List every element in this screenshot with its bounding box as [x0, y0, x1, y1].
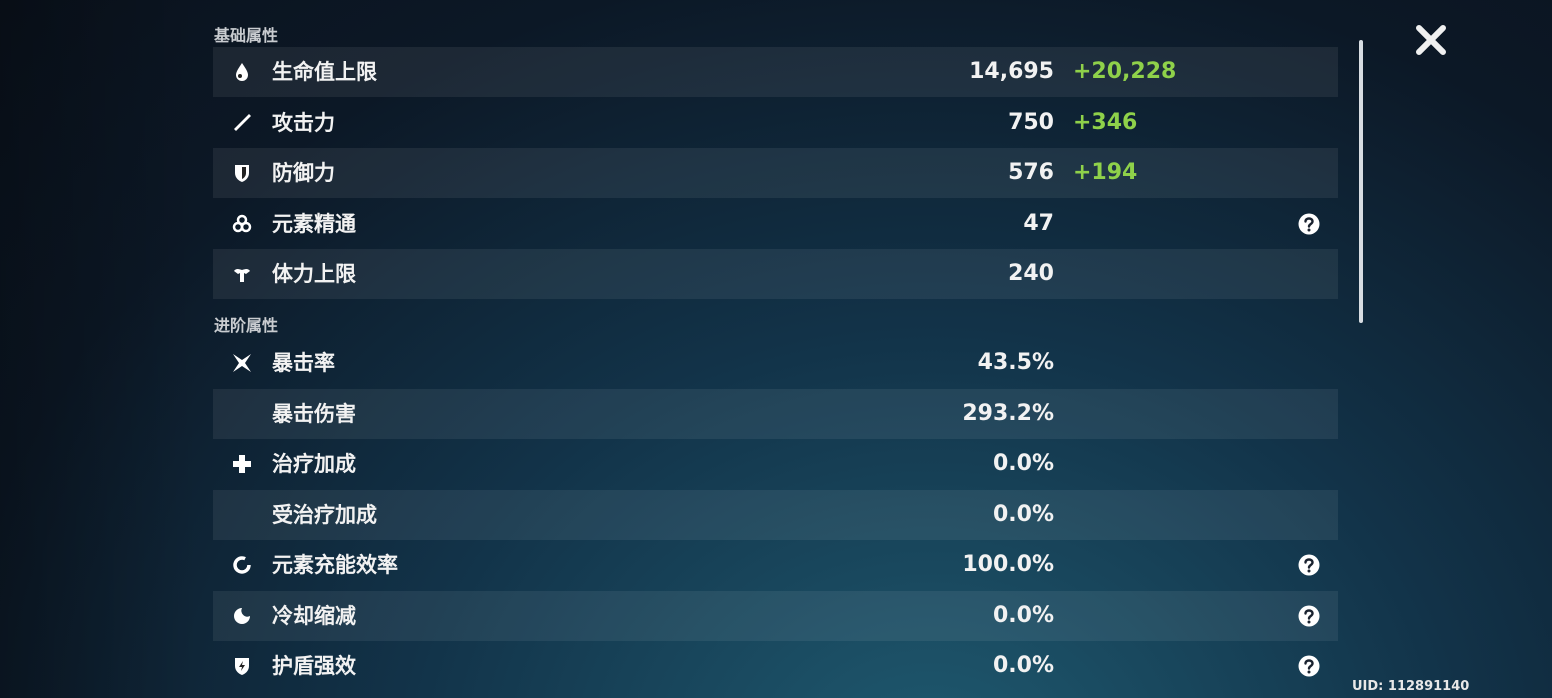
stat-icon [235, 658, 249, 675]
stat-row: 护盾强效 0.0% [213, 641, 1338, 691]
stat-value: 14,695 [969, 59, 1054, 84]
stat-label: 暴击伤害 [272, 401, 356, 426]
stat-row: 暴击伤害 293.2% [213, 388, 1338, 439]
help-icon[interactable] [1298, 213, 1320, 235]
stat-row: 防御力 576 +194 [213, 148, 1338, 198]
section-title: 进阶属性 [214, 316, 279, 335]
stat-value: 576 [1008, 160, 1054, 185]
stat-bonus: +194 [1073, 160, 1138, 185]
stat-row: 攻击力 750 +346 [213, 98, 1338, 148]
stat-icon [234, 607, 250, 624]
stat-bonus: +346 [1073, 109, 1138, 135]
scrollbar[interactable] [1359, 40, 1363, 323]
stat-value: 240 [1008, 261, 1054, 286]
stat-icon [233, 354, 251, 372]
stat-value: 43.5% [977, 350, 1054, 375]
stat-row: 体力上限 240 [213, 249, 1338, 299]
help-icon[interactable] [1298, 554, 1320, 576]
stat-label: 受治疗加成 [272, 502, 377, 527]
stat-label: 治疗加成 [272, 452, 356, 476]
stat-icon [233, 556, 251, 574]
stat-label: 护盾强效 [272, 654, 356, 678]
stat-label: 元素充能效率 [272, 553, 398, 577]
stat-row: 治疗加成 0.0% [213, 439, 1338, 489]
stat-icon [236, 63, 248, 81]
stat-value: 0.0% [992, 653, 1054, 678]
section-title: 基础属性 [214, 26, 279, 45]
stat-value: 47 [1023, 210, 1054, 236]
stat-row: 生命值上限 14,695 +20,228 [213, 47, 1338, 97]
stat-label: 体力上限 [272, 262, 356, 286]
stat-icon [234, 269, 250, 282]
stat-icon [234, 113, 251, 131]
stat-icon [233, 455, 251, 473]
stat-label: 生命值上限 [272, 60, 377, 84]
help-icon[interactable] [1298, 655, 1320, 677]
stat-icon [232, 214, 252, 232]
stat-label: 元素精通 [272, 211, 356, 236]
stat-row: 冷却缩减 0.0% [213, 590, 1338, 641]
stat-value: 0.0% [992, 501, 1054, 527]
stat-row: 元素充能效率 100.0% [213, 540, 1338, 590]
stat-row: 受治疗加成 0.0% [213, 489, 1338, 540]
stat-value: 293.2% [962, 400, 1054, 426]
stat-value: 100.0% [962, 552, 1054, 577]
close-button[interactable] [1413, 22, 1449, 58]
stat-icon [235, 165, 249, 182]
stat-value: 0.0% [992, 451, 1054, 476]
stat-value: 750 [1008, 109, 1054, 135]
help-icon[interactable] [1298, 605, 1320, 627]
stat-label: 冷却缩减 [272, 603, 356, 628]
stat-row: 元素精通 47 [213, 199, 1338, 249]
stat-label: 攻击力 [272, 110, 335, 135]
uid: UID: 112891140 [1352, 679, 1470, 694]
stat-row: 暴击率 43.5% [213, 338, 1338, 388]
side-panel [0, 0, 200, 698]
stat-label: 防御力 [272, 161, 335, 185]
stat-value: 0.0% [992, 602, 1054, 628]
stat-label: 暴击率 [272, 351, 335, 375]
stat-bonus: +20,228 [1073, 59, 1177, 84]
